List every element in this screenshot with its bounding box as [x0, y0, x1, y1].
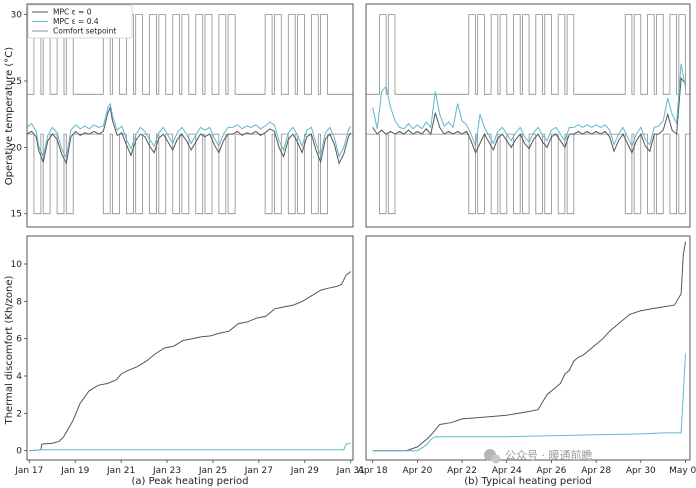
x-tick-label: Apr 20 [402, 466, 432, 476]
caption-right: (b) Typical heating period [464, 476, 592, 487]
panel-discomfort-peak: 0 2 4 6 8 10 Jan 17 Jan 19 Jan 21 Jan 23 Jan 25 Jan… [11, 235, 365, 476]
setpoint-lower-line [366, 133, 690, 215]
y-tick-label: 6 [16, 335, 22, 345]
legend-label-setpoint: Comfort setpoint [53, 27, 116, 36]
y-tick-label: 0 [16, 447, 22, 457]
watermark-text: 公众号 · 暖通前瞻 [505, 448, 593, 462]
series-line-mpc-eps-0-4 [26, 102, 352, 160]
y-tick-label: 25 [11, 77, 22, 87]
series-line-mpc-eps-0 [372, 241, 686, 452]
panel-temperature-typical [365, 3, 691, 228]
plot-frame [26, 235, 354, 461]
setpoint-upper-line [366, 14, 690, 95]
legend-label-mpc04: MPC ε = 0.4 [53, 17, 99, 26]
x-tick-label: Jan 17 [14, 466, 43, 476]
series-line-mpc-eps-0 [29, 271, 352, 452]
x-tick-label: Apr 26 [537, 466, 567, 476]
x-tick-label: Apr 24 [492, 466, 522, 476]
wechat-icon-bubble [491, 454, 501, 464]
y-tick-label: 8 [16, 297, 22, 307]
watermark: 公众号 · 暖通前瞻 [484, 448, 593, 464]
x-tick-label: Jan 19 [60, 466, 89, 476]
y-axis-label-temperature: Operative temperature (°C) [4, 47, 15, 185]
x-tick-label: Apr 30 [626, 466, 656, 476]
series-line-mpc-eps-0 [26, 105, 352, 165]
x-tick-label: Jan 29 [290, 466, 319, 476]
setpoint-lower-line [27, 133, 353, 215]
series-line-mpc-eps-0-4 [372, 353, 686, 452]
x-tick-label: Jan 23 [152, 466, 181, 476]
caption-left: (a) Peak heating period [131, 476, 248, 487]
legend-label-mpc0: MPC ε = 0 [53, 8, 92, 17]
plot-frame [365, 235, 691, 461]
plot-frame [26, 3, 354, 228]
x-tick-label: Jan 31 [336, 466, 365, 476]
y-tick-label: 20 [11, 143, 23, 153]
x-tick-label: Apr 18 [358, 466, 388, 476]
x-tick-label: Jan 25 [198, 466, 227, 476]
series-line-mpc-eps-0-4 [372, 63, 686, 148]
y-tick-label: 15 [11, 210, 22, 220]
y-tick-label: 4 [16, 372, 22, 382]
panel-discomfort-typical: Apr 18 Apr 20 Apr 22 Apr 24 Apr 26 Apr 28 Apr … [358, 235, 696, 476]
series-line-mpc-eps-0 [372, 77, 686, 154]
series-line-mpc-eps-0-4 [29, 442, 351, 452]
x-tick-label: May 02 [669, 466, 696, 476]
x-tick-label: Jan 27 [244, 466, 273, 476]
x-tick-label: Apr 28 [581, 466, 611, 476]
y-axis-label-discomfort: Thermal discomfort (Kh/zone) [4, 275, 15, 425]
x-tick-label: Jan 21 [106, 466, 135, 476]
y-tick-label: 30 [11, 11, 23, 21]
legend-box [27, 4, 133, 39]
plot-frame [365, 3, 691, 228]
y-tick-label: 10 [11, 260, 23, 270]
x-tick-label: Apr 22 [447, 466, 477, 476]
legend: MPC ε = 0 MPC ε = 0.4 Comfort setpoint [27, 4, 133, 39]
y-tick-label: 2 [16, 409, 22, 419]
panel-temperature-peak: 15 20 25 30 [11, 3, 354, 228]
